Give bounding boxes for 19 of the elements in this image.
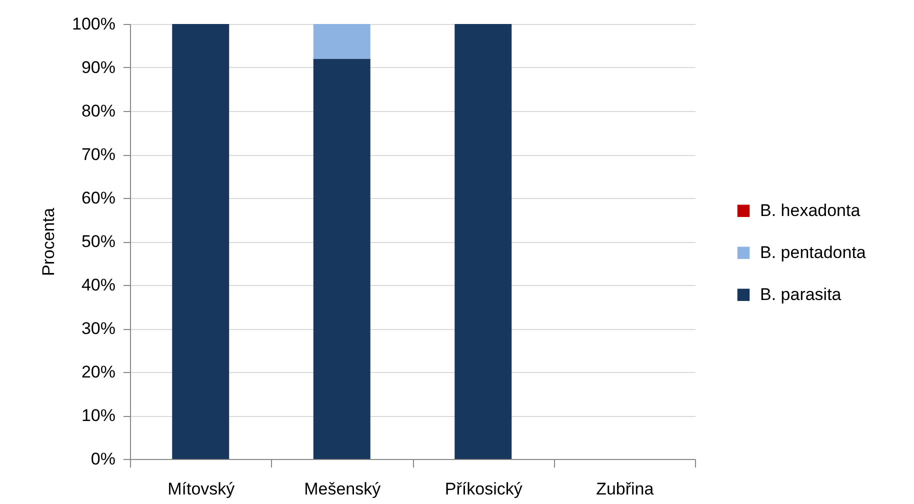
legend-label: B. parasita xyxy=(760,284,842,304)
x-tick-label: Mešenský xyxy=(304,480,382,498)
y-tick-label: 20% xyxy=(81,362,116,382)
y-tick-label: 0% xyxy=(90,450,116,468)
legend-label: B. hexadonta xyxy=(760,200,861,220)
y-tick-label: 10% xyxy=(81,406,116,425)
y-tick-label: 30% xyxy=(81,319,116,338)
legend-label: B. pentadonta xyxy=(760,242,866,262)
y-tick-label: 90% xyxy=(81,58,116,77)
x-tick-label: Zubřina xyxy=(596,480,654,498)
y-tick-label: 50% xyxy=(81,232,116,251)
y-tick-label: 100% xyxy=(72,14,116,34)
y-tick-label: 80% xyxy=(81,102,116,120)
x-tick-label: Příkosický xyxy=(444,480,523,498)
x-tick-label: Mítovský xyxy=(168,480,236,498)
y-tick-label: 40% xyxy=(81,276,116,294)
y-axis-title: Procenta xyxy=(39,207,58,276)
y-tick-label: 70% xyxy=(81,145,116,164)
y-tick-label: 60% xyxy=(81,188,116,208)
